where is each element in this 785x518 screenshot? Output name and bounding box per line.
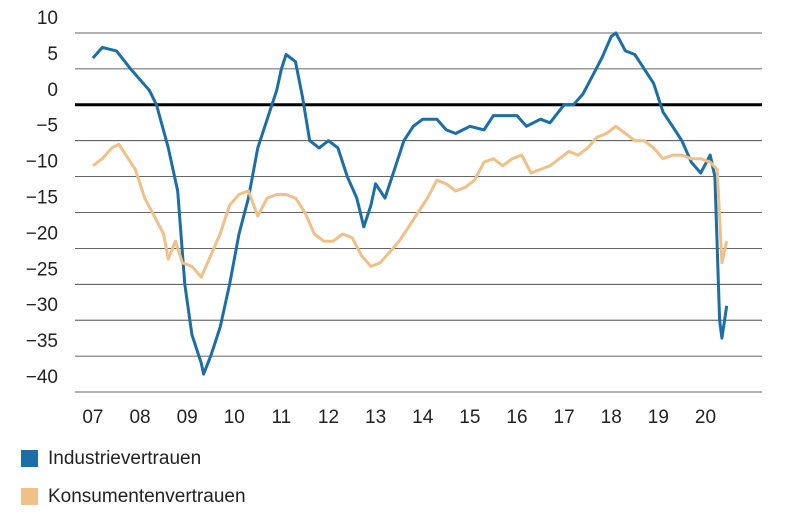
y-tick-label: 5 <box>47 44 58 65</box>
y-tick-label: −5 <box>36 116 58 137</box>
y-tick-label: −35 <box>26 331 58 352</box>
y-tick-label: −20 <box>26 223 58 244</box>
x-tick-label: 07 <box>82 407 103 428</box>
x-tick-label: 17 <box>554 407 575 428</box>
x-tick-label: 10 <box>224 407 245 428</box>
x-tick-label: 14 <box>412 407 434 428</box>
series-line <box>91 124 729 279</box>
y-tick-label: −10 <box>26 152 58 173</box>
x-tick-label: 13 <box>365 407 386 428</box>
x-tick-label: 12 <box>318 407 339 428</box>
x-tick-label: 18 <box>601 407 622 428</box>
y-tick-label: −25 <box>26 259 58 280</box>
y-tick-label: −40 <box>26 367 58 388</box>
y-tick-label: −30 <box>26 295 58 316</box>
x-tick-label: 19 <box>648 407 669 428</box>
legend-label: Industrievertrauen <box>48 448 201 469</box>
x-tick-label: 20 <box>695 407 716 428</box>
x-tick-label: 08 <box>129 407 150 428</box>
y-tick-label: 0 <box>47 80 58 101</box>
legend-swatch <box>21 488 38 505</box>
x-tick-label: 16 <box>506 407 527 428</box>
legend-swatch <box>21 450 38 467</box>
y-tick-label: 10 <box>37 8 58 29</box>
x-tick-label: 09 <box>177 407 198 428</box>
x-tick-label: 15 <box>459 407 480 428</box>
legend-label: Konsumentenvertrauen <box>48 486 246 507</box>
series-line <box>91 31 729 376</box>
y-tick-label: −15 <box>26 188 58 209</box>
x-tick-label: 11 <box>272 407 292 428</box>
